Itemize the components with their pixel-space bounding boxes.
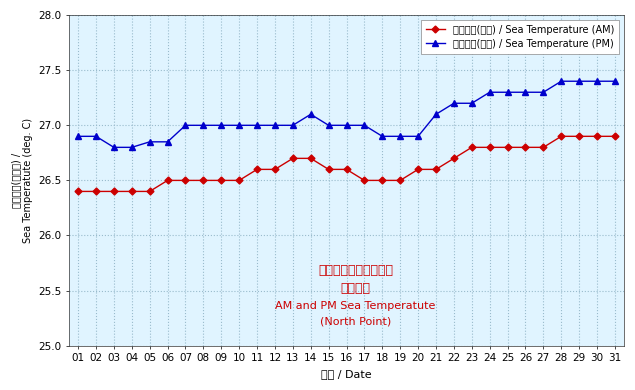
海水溫度(下午) / Sea Temperature (PM) (199, 123, 207, 128)
海水溫度(上午) / Sea Temperature (AM) (110, 189, 117, 194)
海水溫度(上午) / Sea Temperature (AM) (325, 167, 333, 172)
海水溫度(下午) / Sea Temperature (PM) (575, 79, 583, 83)
海水溫度(上午) / Sea Temperature (AM) (378, 178, 386, 183)
海水溫度(上午) / Sea Temperature (AM) (199, 178, 207, 183)
海水溫度(下午) / Sea Temperature (PM) (396, 134, 404, 139)
海水溫度(下午) / Sea Temperature (PM) (540, 90, 547, 95)
Text: (North Point): (North Point) (320, 316, 391, 326)
海水溫度(下午) / Sea Temperature (PM) (289, 123, 297, 128)
海水溫度(下午) / Sea Temperature (PM) (110, 145, 117, 150)
海水溫度(下午) / Sea Temperature (PM) (504, 90, 511, 95)
海水溫度(上午) / Sea Temperature (AM) (343, 167, 351, 172)
海水溫度(下午) / Sea Temperature (PM) (236, 123, 243, 128)
海水溫度(上午) / Sea Temperature (AM) (307, 156, 314, 161)
Text: AM and PM Sea Temperatute: AM and PM Sea Temperatute (276, 301, 436, 311)
海水溫度(上午) / Sea Temperature (AM) (468, 145, 476, 150)
海水溫度(下午) / Sea Temperature (PM) (468, 101, 476, 106)
海水溫度(上午) / Sea Temperature (AM) (486, 145, 493, 150)
海水溫度(上午) / Sea Temperature (AM) (128, 189, 136, 194)
海水溫度(上午) / Sea Temperature (AM) (558, 134, 565, 139)
海水溫度(上午) / Sea Temperature (AM) (164, 178, 171, 183)
海水溫度(下午) / Sea Temperature (PM) (558, 79, 565, 83)
海水溫度(下午) / Sea Temperature (PM) (325, 123, 333, 128)
海水溫度(上午) / Sea Temperature (AM) (146, 189, 154, 194)
海水溫度(下午) / Sea Temperature (PM) (593, 79, 601, 83)
Line: 海水溫度(下午) / Sea Temperature (PM): 海水溫度(下午) / Sea Temperature (PM) (75, 78, 618, 151)
海水溫度(上午) / Sea Temperature (AM) (414, 167, 422, 172)
海水溫度(上午) / Sea Temperature (AM) (289, 156, 297, 161)
海水溫度(上午) / Sea Temperature (AM) (182, 178, 189, 183)
海水溫度(下午) / Sea Temperature (PM) (611, 79, 618, 83)
海水溫度(下午) / Sea Temperature (PM) (253, 123, 261, 128)
海水溫度(上午) / Sea Temperature (AM) (217, 178, 225, 183)
海水溫度(下午) / Sea Temperature (PM) (343, 123, 351, 128)
海水溫度(上午) / Sea Temperature (AM) (450, 156, 458, 161)
海水溫度(上午) / Sea Temperature (AM) (361, 178, 368, 183)
海水溫度(上午) / Sea Temperature (AM) (575, 134, 583, 139)
海水溫度(下午) / Sea Temperature (PM) (378, 134, 386, 139)
海水溫度(上午) / Sea Temperature (AM) (74, 189, 82, 194)
Line: 海水溫度(上午) / Sea Temperature (AM): 海水溫度(上午) / Sea Temperature (AM) (76, 134, 617, 194)
海水溫度(上午) / Sea Temperature (AM) (540, 145, 547, 150)
海水溫度(上午) / Sea Temperature (AM) (593, 134, 601, 139)
海水溫度(下午) / Sea Temperature (PM) (146, 140, 154, 144)
海水溫度(下午) / Sea Temperature (PM) (217, 123, 225, 128)
海水溫度(上午) / Sea Temperature (AM) (504, 145, 511, 150)
海水溫度(上午) / Sea Temperature (AM) (236, 178, 243, 183)
海水溫度(上午) / Sea Temperature (AM) (522, 145, 530, 150)
海水溫度(上午) / Sea Temperature (AM) (92, 189, 100, 194)
海水溫度(下午) / Sea Temperature (PM) (307, 112, 314, 117)
海水溫度(下午) / Sea Temperature (PM) (271, 123, 279, 128)
海水溫度(上午) / Sea Temperature (AM) (432, 167, 440, 172)
海水溫度(下午) / Sea Temperature (PM) (92, 134, 100, 139)
海水溫度(下午) / Sea Temperature (PM) (522, 90, 530, 95)
海水溫度(下午) / Sea Temperature (PM) (486, 90, 493, 95)
X-axis label: 日期 / Date: 日期 / Date (321, 369, 372, 379)
海水溫度(上午) / Sea Temperature (AM) (396, 178, 404, 183)
海水溫度(下午) / Sea Temperature (PM) (361, 123, 368, 128)
海水溫度(上午) / Sea Temperature (AM) (253, 167, 261, 172)
Text: （北角）: （北角） (340, 282, 370, 295)
海水溫度(下午) / Sea Temperature (PM) (164, 140, 171, 144)
Y-axis label: 海水溫度(攝氏度) /
Sea Temperatute (deg. C): 海水溫度(攝氏度) / Sea Temperatute (deg. C) (11, 118, 33, 243)
Legend: 海水溫度(上午) / Sea Temperature (AM), 海水溫度(下午) / Sea Temperature (PM): 海水溫度(上午) / Sea Temperature (AM), 海水溫度(下午… (421, 20, 619, 53)
海水溫度(下午) / Sea Temperature (PM) (414, 134, 422, 139)
海水溫度(下午) / Sea Temperature (PM) (128, 145, 136, 150)
海水溫度(上午) / Sea Temperature (AM) (271, 167, 279, 172)
海水溫度(下午) / Sea Temperature (PM) (182, 123, 189, 128)
海水溫度(上午) / Sea Temperature (AM) (611, 134, 618, 139)
海水溫度(下午) / Sea Temperature (PM) (74, 134, 82, 139)
Text: 上午及下午的海水溫度: 上午及下午的海水溫度 (318, 264, 393, 277)
海水溫度(下午) / Sea Temperature (PM) (432, 112, 440, 117)
海水溫度(下午) / Sea Temperature (PM) (450, 101, 458, 106)
